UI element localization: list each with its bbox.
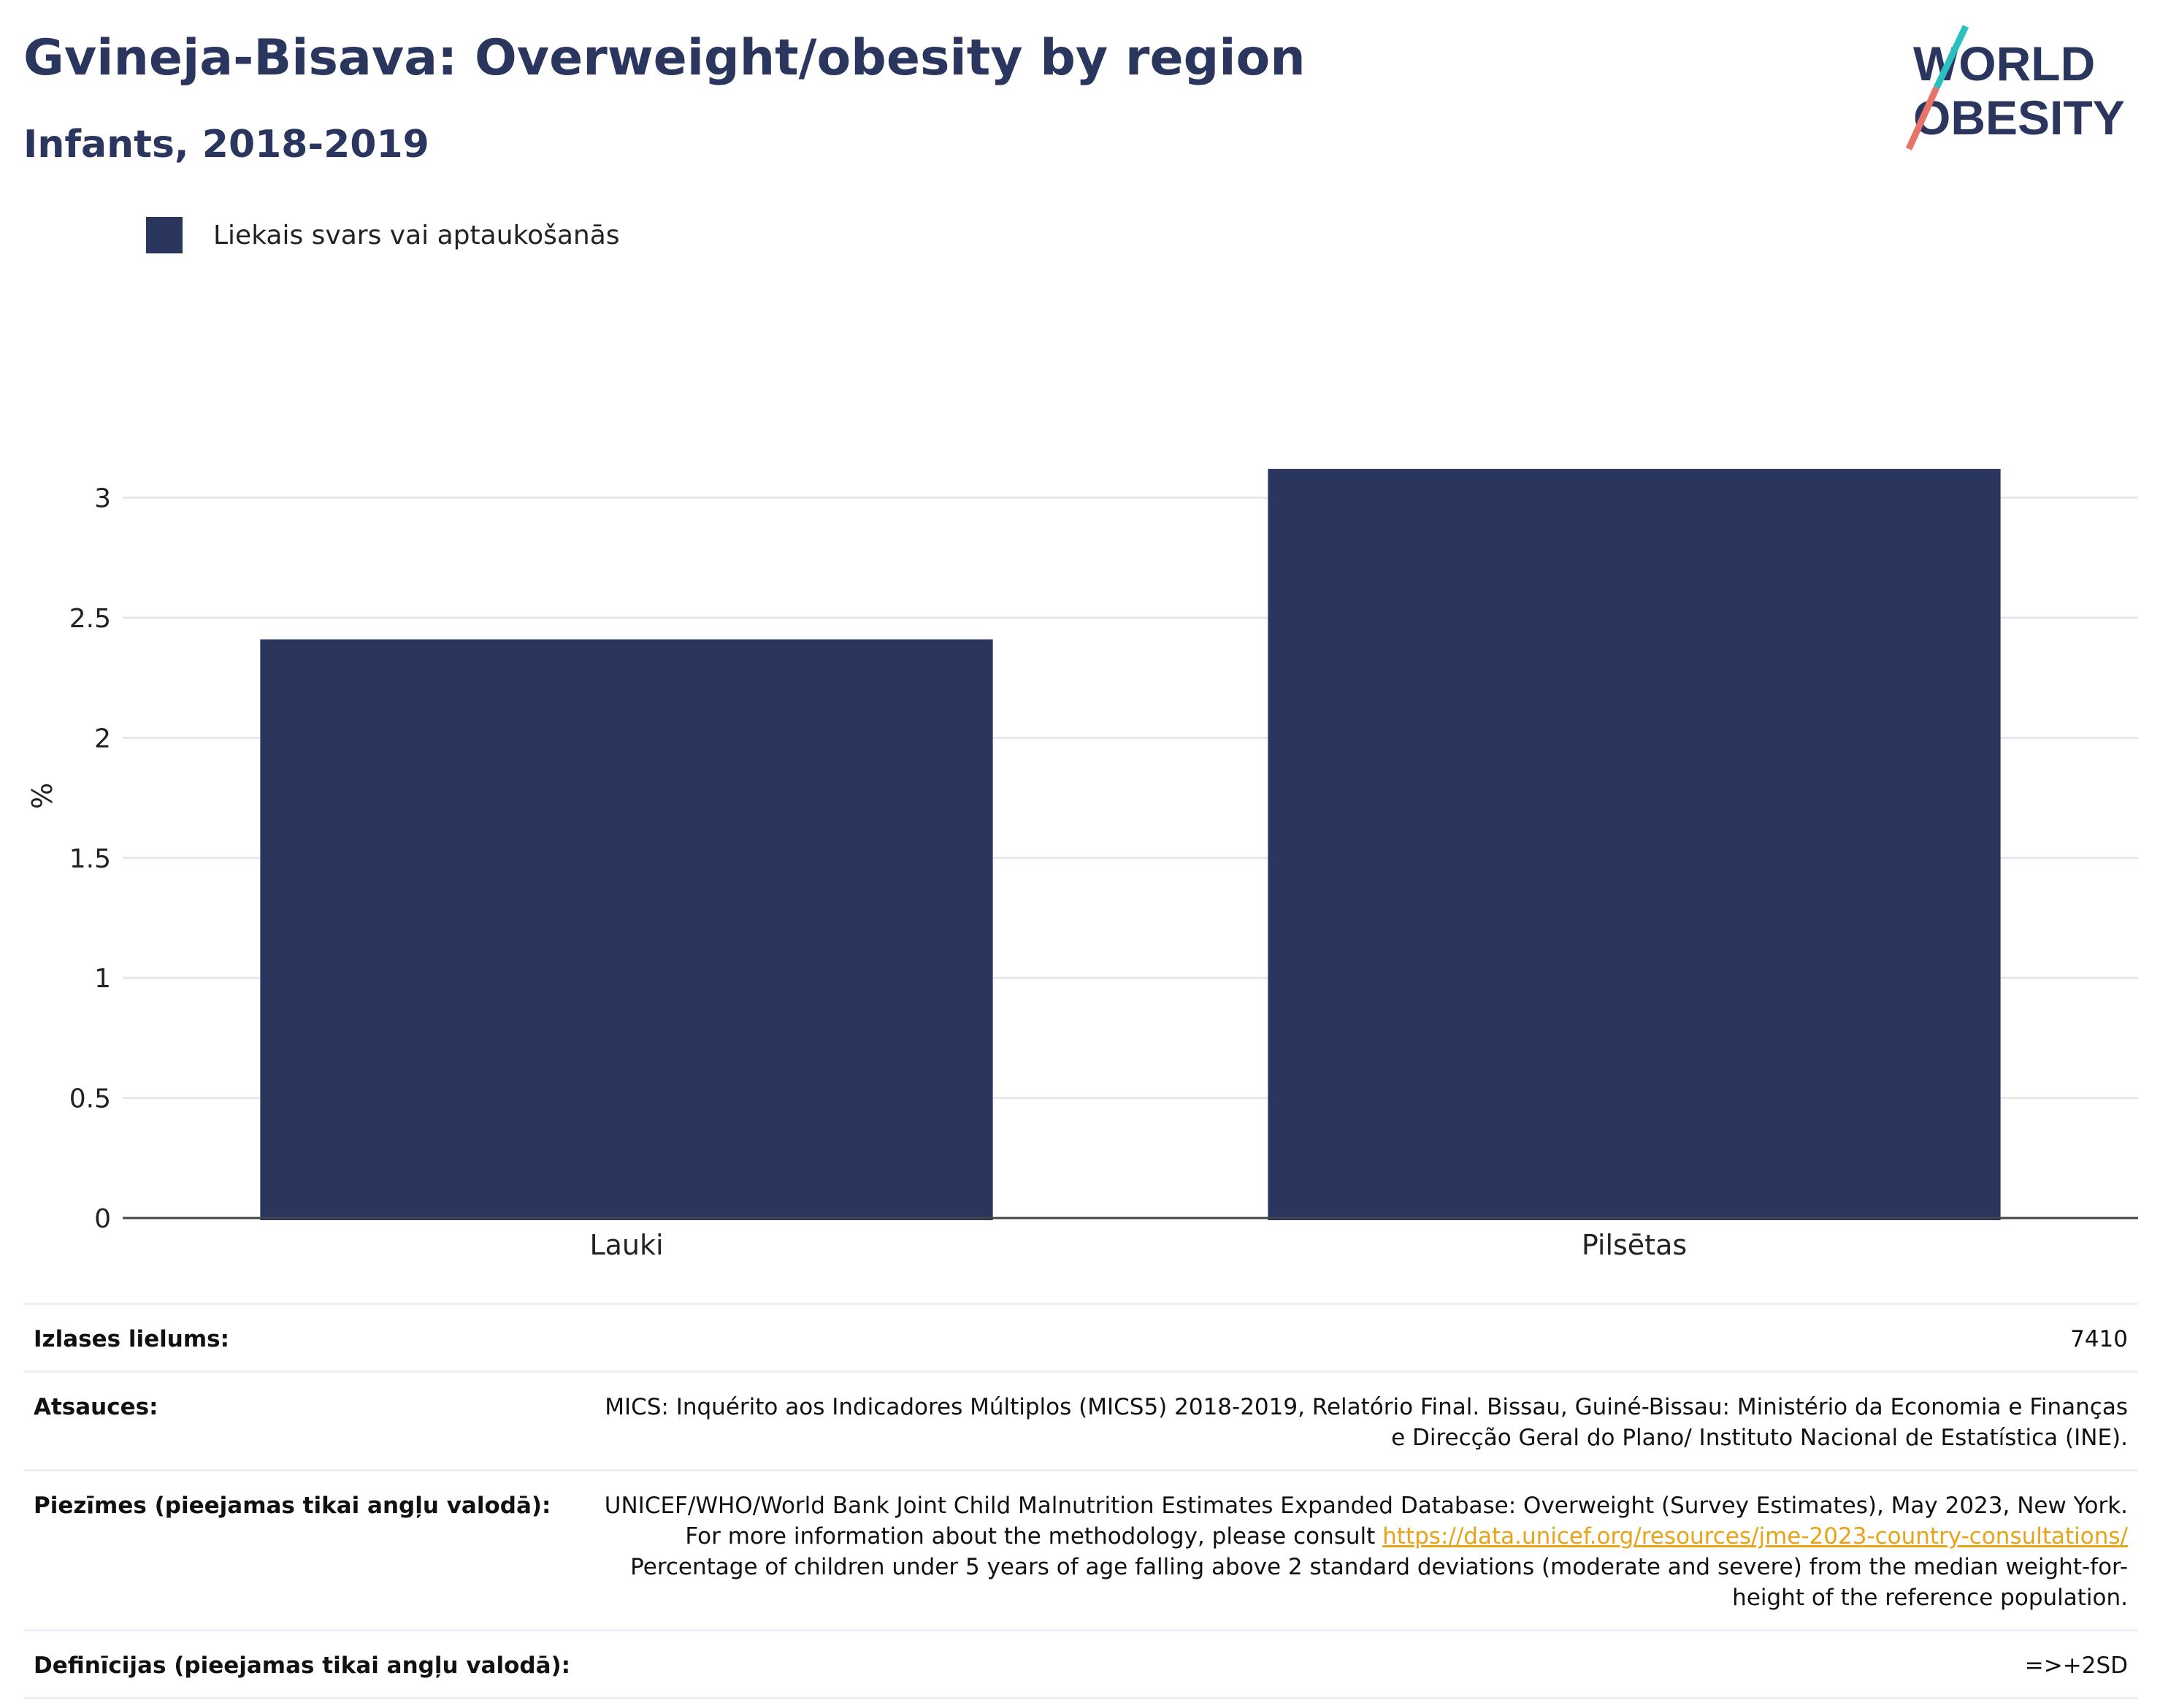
sample-size-value: 7410 [2070, 1326, 2128, 1352]
y-tick-label: 1 [94, 964, 111, 994]
notes-link[interactable]: https://data.unicef.org/resources/jme-20… [1382, 1523, 2128, 1550]
notes-text-after: Percentage of children under 5 years of … [630, 1554, 2128, 1611]
chart-title: Gvineja-Bisava: Overweight/obesity by re… [23, 29, 1306, 87]
x-tick-label: Lauki [589, 1229, 663, 1261]
legend-label: Liekais svars vai aptaukošanās [213, 220, 620, 250]
y-tick-label: 0 [94, 1204, 111, 1234]
chart-subtitle: Infants, 2018-2019 [23, 123, 429, 166]
bar-pilsētas [1268, 469, 2001, 1221]
x-tick-labels: Lauki Pilsētas [589, 1229, 1687, 1261]
y-tick-label: 2 [94, 724, 111, 754]
sources-value: MICS: Inquérito aos Indicadores Múltiplo… [605, 1394, 2128, 1451]
definitions-value: =>+2SD [2024, 1653, 2128, 1679]
bar-chart: 0 0.5 1 1.5 2 2.5 3 Lauki Pilsētas [69, 469, 2138, 1261]
bars [260, 469, 2001, 1221]
logo-slash-coral [1905, 86, 1940, 150]
sample-size-label: Izlases lielums: [34, 1326, 229, 1352]
bar-lauki [260, 639, 993, 1220]
info-table: Izlases lielums: 7410 Atsauces: MICS: In… [23, 1303, 2138, 1699]
legend-swatch [146, 217, 183, 253]
logo-line2: OBESITY [1913, 91, 2125, 145]
logo-slash-teal [1933, 25, 1969, 89]
notes-value: UNICEF/WHO/World Bank Joint Child Malnut… [581, 1471, 2138, 1631]
notes-label: Piezīmes (pieejamas tikai angļu valodā): [34, 1493, 551, 1519]
world-obesity-logo: WORLD OBESITY [1905, 25, 2125, 150]
sample-size-row: Izlases lielums: 7410 [23, 1303, 2138, 1372]
y-tick-label: 0.5 [69, 1084, 111, 1114]
definitions-label: Definīcijas (pieejamas tikai angļu valod… [34, 1653, 571, 1679]
definitions-row: Definīcijas (pieejamas tikai angļu valod… [23, 1630, 2138, 1699]
sources-label: Atsauces: [34, 1394, 158, 1420]
y-tick-label: 2.5 [69, 604, 111, 634]
y-tick-label: 1.5 [69, 844, 111, 874]
x-tick-label: Pilsētas [1582, 1229, 1687, 1261]
y-tick-labels: 0 0.5 1 1.5 2 2.5 3 [69, 484, 111, 1234]
notes-text-before: UNICEF/WHO/World Bank Joint Child Malnut… [604, 1493, 2128, 1550]
notes-row: Piezīmes (pieejamas tikai angļu valodā):… [23, 1470, 2138, 1631]
logo-line1: WORLD [1913, 37, 2095, 91]
chart-legend[interactable]: Liekais svars vai aptaukošanās [146, 216, 620, 254]
sources-row: Atsauces: MICS: Inquérito aos Indicadore… [23, 1371, 2138, 1471]
y-tick-label: 3 [94, 484, 111, 514]
